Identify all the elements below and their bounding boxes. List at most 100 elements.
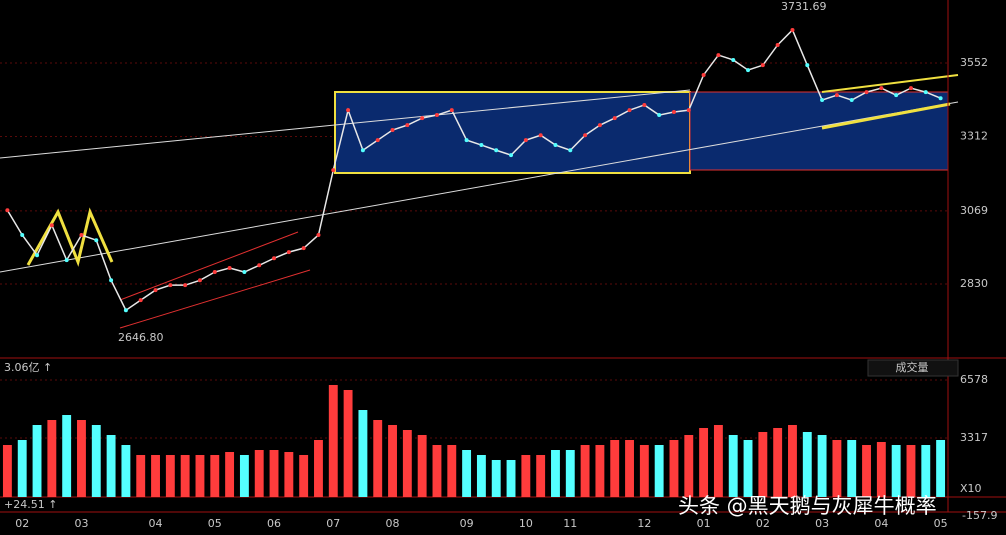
y-tick-label: 3317 (960, 431, 988, 444)
price-point (479, 143, 484, 148)
price-point (35, 253, 40, 258)
x-tick-label: 05 (208, 517, 222, 530)
price-point (671, 109, 676, 114)
volume-bar (358, 410, 368, 497)
volume-bar (625, 439, 634, 497)
price-point (879, 86, 884, 91)
price-point (153, 288, 158, 293)
volume-bar (713, 425, 723, 497)
price-line (6, 28, 941, 312)
price-point (686, 108, 691, 113)
volume-bar (802, 431, 812, 497)
volume-bar (17, 439, 27, 497)
indicator-selector[interactable] (867, 359, 959, 377)
price-point (849, 98, 854, 103)
channel-line (119, 269, 311, 329)
volume-bar (417, 435, 427, 497)
watermark: 头条 @黑天鹅与灰犀牛概率 (678, 494, 937, 518)
price-point (583, 133, 588, 138)
volume-bar (758, 431, 768, 497)
price-point (790, 27, 795, 32)
volume-bar (151, 454, 160, 497)
indicator-label[interactable]: 成交量 (896, 360, 929, 374)
price-point (316, 232, 321, 237)
volume-bar (536, 454, 546, 497)
price-point (375, 138, 380, 143)
x-tick-label: 12 (637, 517, 651, 530)
volume-bar (862, 444, 871, 497)
wedge-line (821, 102, 951, 130)
price-point (701, 72, 706, 77)
volume-bar (77, 420, 86, 497)
volume-bar (91, 425, 101, 497)
volume-bar (788, 425, 797, 497)
channel-line (119, 231, 299, 301)
volume-bar (728, 435, 738, 497)
price-point (64, 258, 69, 263)
price-point (820, 98, 825, 103)
volume-bar (314, 439, 323, 497)
volume-bar (610, 439, 620, 497)
price-point (923, 90, 928, 95)
x-tick-label: 02 (15, 517, 29, 530)
x-tick-label: 07 (326, 517, 340, 530)
price-point (301, 246, 306, 251)
price-point (183, 283, 188, 288)
volume-bar (654, 444, 664, 497)
price-point (834, 93, 839, 98)
volume-bar (832, 439, 842, 497)
indicator-axis: -157.9 (962, 509, 997, 522)
price-point (642, 102, 647, 107)
volume-bar (551, 449, 560, 497)
volume-bar (521, 454, 531, 497)
y-tick-label: 3312 (960, 129, 988, 142)
price-point (242, 270, 247, 275)
x-tick-label: 06 (267, 517, 281, 530)
high-label: 3731.69 (781, 0, 827, 13)
price-point (197, 278, 202, 283)
x-tick-label: 04 (874, 517, 888, 530)
price-point (464, 138, 469, 143)
price-point (168, 283, 173, 288)
volume-bar (328, 384, 338, 497)
price-point (79, 232, 84, 237)
x-tick-label: 03 (815, 517, 829, 530)
volume-bar (669, 439, 679, 497)
volume-bar (817, 435, 827, 497)
price-point (894, 93, 899, 98)
price-point (657, 113, 662, 118)
price-point (420, 116, 425, 121)
price-point (864, 90, 869, 95)
price-point (94, 238, 99, 243)
price-point (360, 148, 365, 153)
volume-bar (299, 454, 309, 497)
price-point (509, 153, 514, 158)
volume-bar (165, 454, 175, 497)
price-point (257, 263, 262, 268)
price-point (138, 298, 143, 303)
volume-max: 3.06亿 ↑ (4, 361, 52, 374)
volume-bar (876, 441, 886, 497)
price-point (272, 256, 277, 261)
volume-bar (580, 444, 590, 497)
price-point (227, 266, 232, 271)
volume-bar (447, 444, 457, 497)
x-tick-label: 02 (756, 517, 770, 530)
volume-bar (2, 444, 12, 497)
wedge-line (821, 74, 959, 93)
volume-bar (743, 439, 753, 497)
price-point (760, 63, 765, 68)
price-point (494, 148, 499, 153)
price-point (20, 232, 25, 237)
range-box (334, 91, 691, 174)
price-point (553, 143, 558, 148)
price-point (390, 128, 395, 133)
volume-unit: X10 (960, 482, 982, 495)
low-label: 2646.80 (118, 331, 164, 344)
volume-bar (254, 449, 264, 497)
price-point (346, 108, 351, 113)
volume-bar (699, 427, 709, 497)
price-point (805, 63, 810, 68)
price-point (938, 96, 943, 101)
volume-bar (684, 435, 694, 497)
